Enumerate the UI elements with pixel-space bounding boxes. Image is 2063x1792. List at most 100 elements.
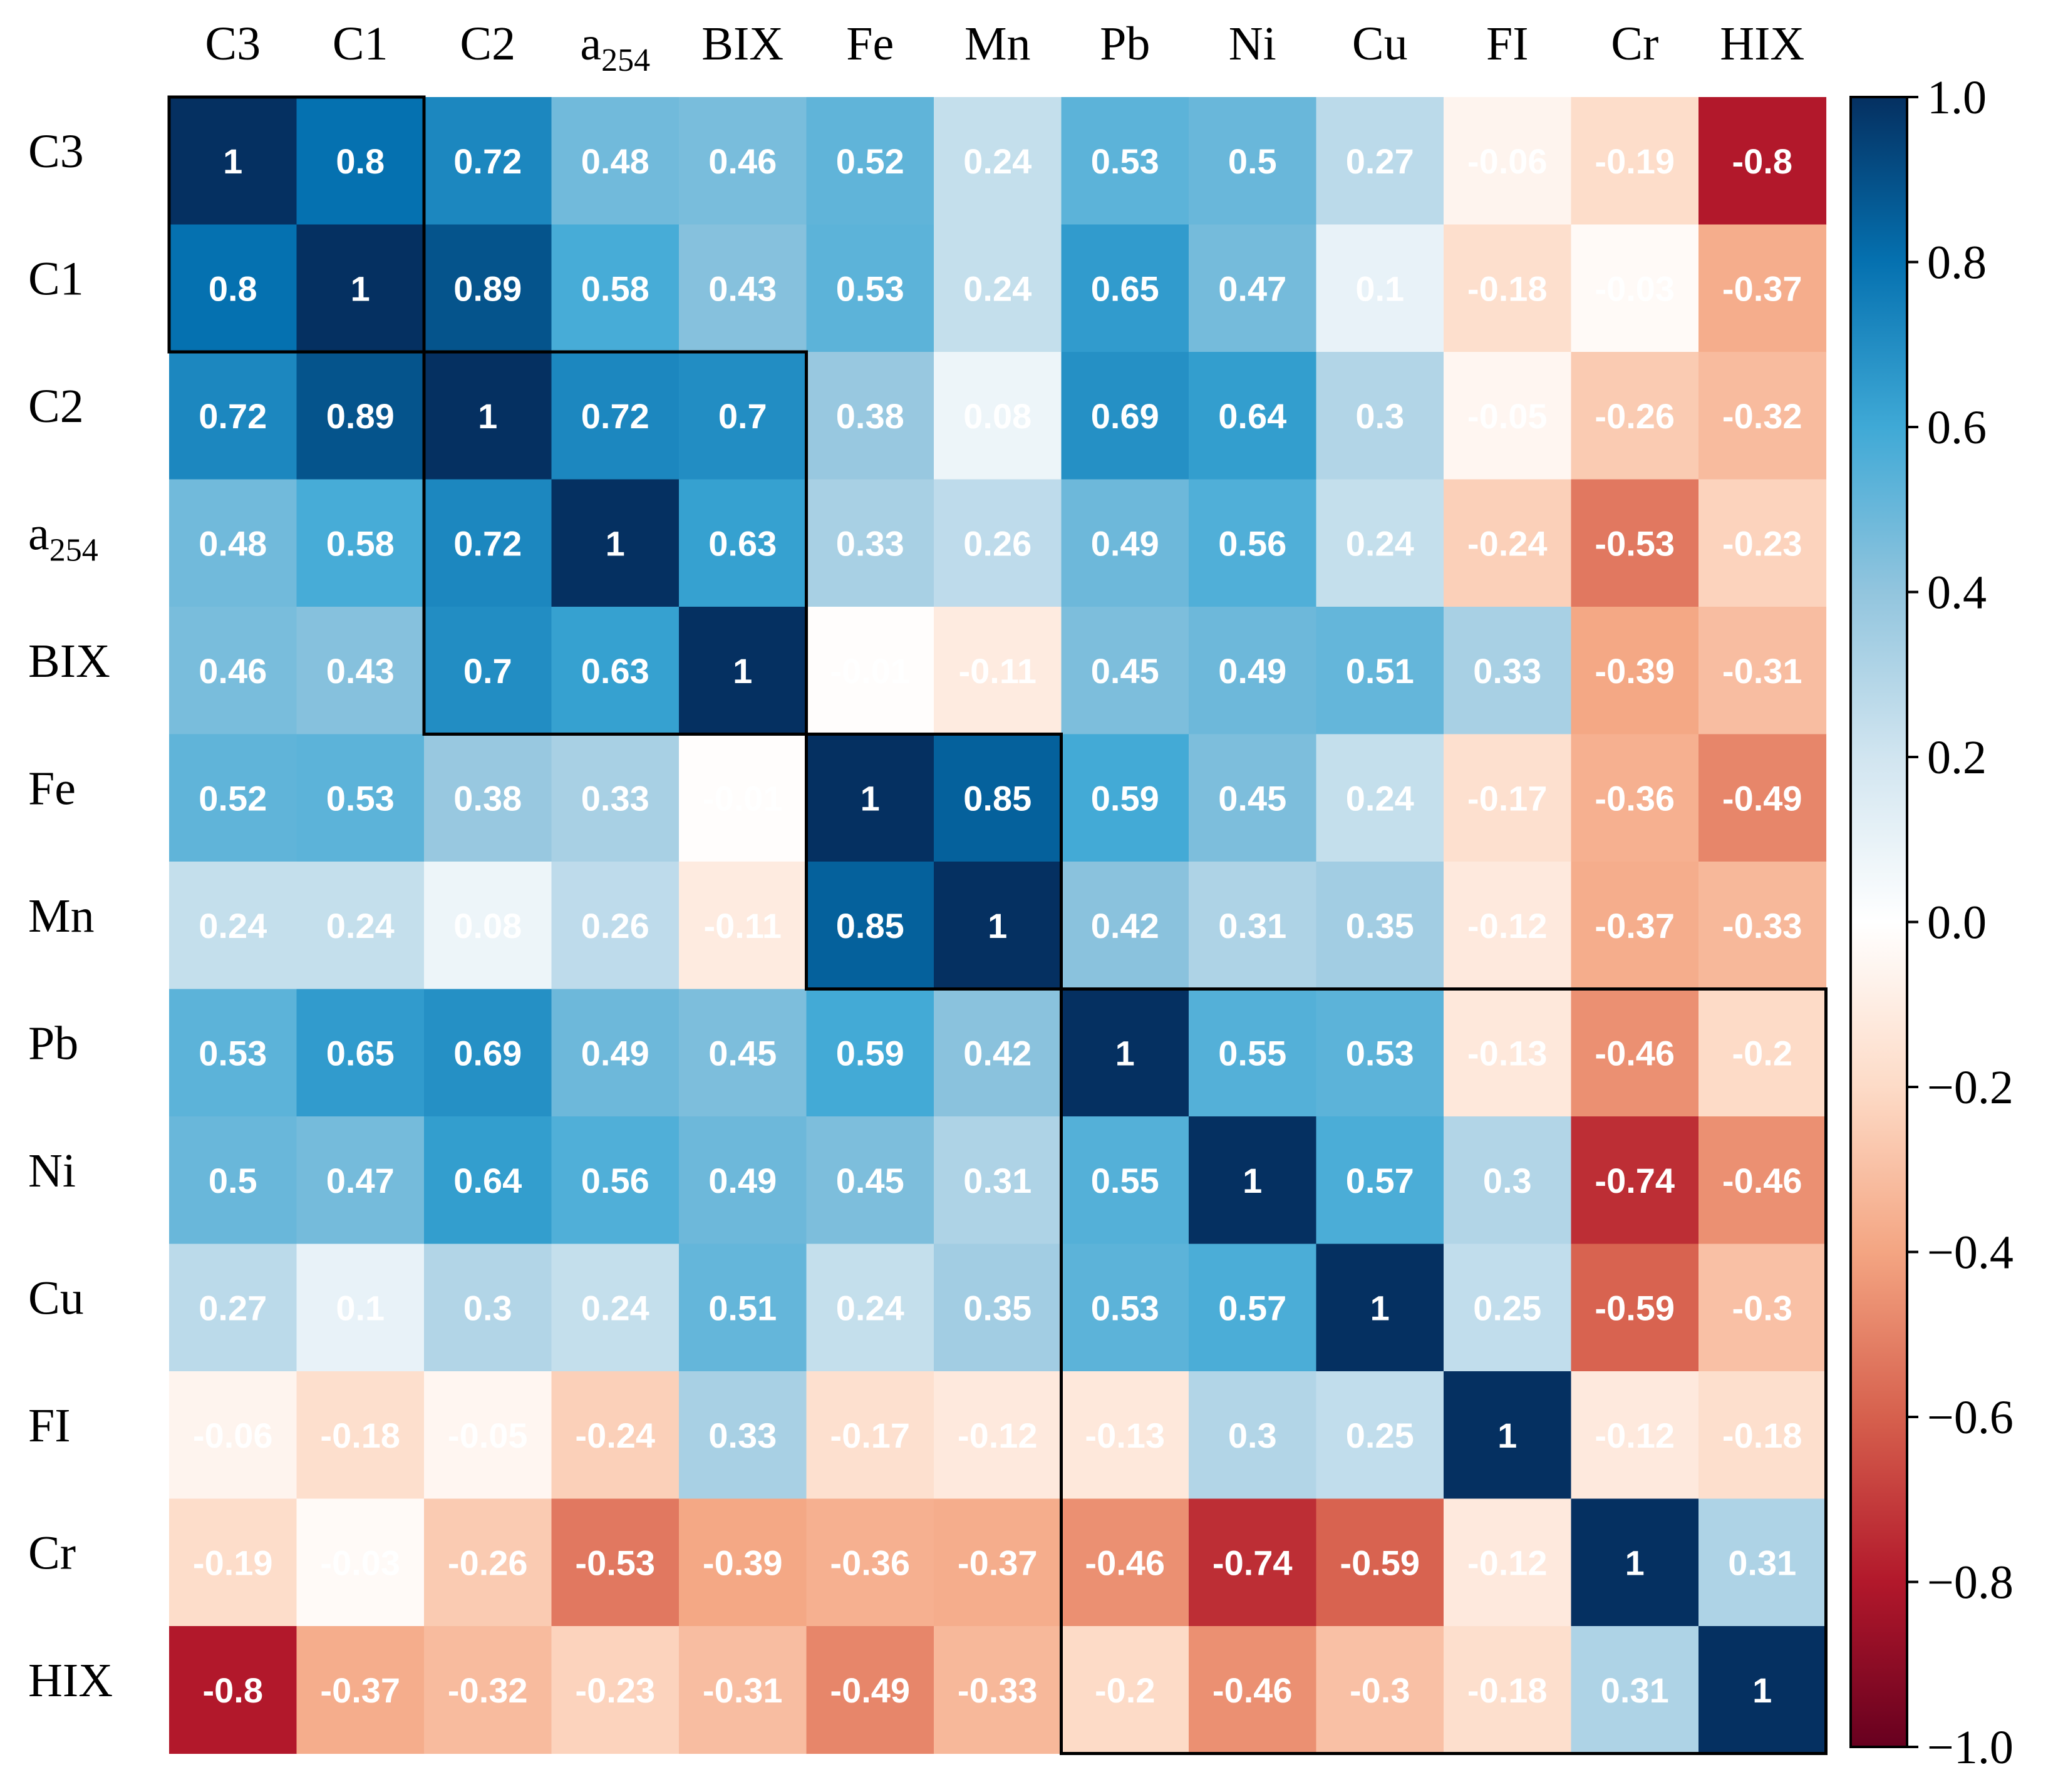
heatmap-value-a254-Mn: 0.26	[963, 523, 1032, 563]
heatmap-value-BIX-C1: 0.43	[326, 651, 395, 691]
heatmap-cell-Mn-Pb	[1061, 862, 1189, 990]
colorbar-tick-label: 0.6	[1927, 401, 1987, 454]
heatmap-cell-Pb-HIX	[1698, 989, 1827, 1117]
heatmap-cell-C2-Cr	[1571, 352, 1699, 480]
heatmap-value-Cr-C3: -0.19	[193, 1543, 273, 1582]
heatmap-value-Cr-FI: -0.12	[1467, 1543, 1548, 1582]
heatmap-cell-HIX-FI	[1444, 1626, 1572, 1754]
heatmap-value-Ni-Cu: 0.57	[1346, 1161, 1414, 1200]
x-label-C1: C1	[333, 18, 388, 70]
heatmap-value-Cu-HIX: -0.3	[1732, 1288, 1793, 1327]
heatmap-value-C1-Fe: 0.53	[836, 269, 904, 308]
heatmap-value-Pb-a254: 0.49	[581, 1033, 649, 1073]
heatmap-value-Ni-FI: 0.3	[1483, 1161, 1532, 1200]
heatmap-value-FI-Cu: 0.25	[1346, 1416, 1414, 1455]
heatmap-cell-C2-Mn	[934, 352, 1062, 480]
heatmap-value-Pb-Cu: 0.53	[1346, 1033, 1414, 1073]
heatmap-value-HIX-C1: -0.37	[320, 1671, 400, 1710]
cluster-box-2	[422, 350, 808, 736]
heatmap-value-C1-FI: -0.18	[1467, 269, 1548, 308]
heatmap-value-Cr-HIX: 0.31	[1728, 1543, 1796, 1582]
heatmap-value-C1-BIX: 0.43	[708, 269, 777, 308]
heatmap-cell-BIX-Mn	[934, 607, 1062, 735]
heatmap-cell-Fe-BIX	[679, 734, 807, 862]
heatmap-cell-Cr-Mn	[934, 1498, 1062, 1627]
heatmap-cell-HIX-BIX	[679, 1626, 807, 1754]
heatmap-cell-FI-C2	[424, 1371, 552, 1500]
heatmap-cell-Cu-Pb	[1061, 1244, 1189, 1372]
heatmap-value-Ni-Fe: 0.45	[836, 1161, 904, 1200]
heatmap-value-Ni-C1: 0.47	[326, 1161, 395, 1200]
heatmap-cell-Cr-C3	[169, 1498, 297, 1627]
cluster-boxes	[167, 95, 1828, 1755]
heatmap-value-FI-C1: -0.18	[320, 1416, 400, 1455]
heatmap-cell-C1-Cr	[1571, 224, 1699, 353]
heatmap-value-C1-Cr: -0.03	[1595, 269, 1675, 308]
heatmap-value-a254-HIX: -0.23	[1722, 523, 1802, 563]
heatmap-value-C2-Cr: -0.26	[1595, 396, 1675, 436]
heatmap-value-C2-FI: -0.05	[1467, 396, 1548, 436]
heatmap-cell-Pb-FI	[1444, 989, 1572, 1117]
heatmap-value-C2-C1: 0.89	[326, 396, 395, 436]
heatmap-cell-Cu-C2	[424, 1244, 552, 1372]
heatmap-cell-BIX-Fe	[806, 607, 934, 735]
heatmap-values: 1 0.8 0.72 0.48 0.46 0.52 0.24 0.53 0.5 0.27 -0.06…	[193, 142, 1802, 1710]
colorbar-ticks: 1.0 0.8 0.6 0.4 0.2 0.0 −0.2 −0.4 −0.6 −0.8 −1.0	[1907, 71, 2014, 1774]
heatmap-value-a254-a254: 1	[606, 523, 625, 563]
heatmap-cell-C1-BIX	[679, 224, 807, 353]
y-label-C1: C1	[28, 252, 84, 305]
heatmap-value-Pb-Fe: 0.59	[836, 1033, 904, 1073]
heatmap-cell-Ni-FI	[1444, 1116, 1572, 1245]
heatmap-cell-BIX-Cu	[1316, 607, 1444, 735]
heatmap-value-BIX-Cr: -0.39	[1595, 651, 1675, 691]
heatmap-cell-C1-C2	[424, 224, 552, 353]
heatmap-cell-Ni-Cr	[1571, 1116, 1699, 1245]
heatmap-value-HIX-Cu: -0.3	[1350, 1671, 1410, 1710]
colorbar-tick-label: −0.4	[1927, 1227, 2014, 1279]
heatmap-cell-FI-Mn	[934, 1371, 1062, 1500]
heatmap-cell-BIX-FI	[1444, 607, 1572, 735]
heatmap-value-Fe-Mn: 0.85	[963, 778, 1032, 818]
heatmap-value-Cr-a254: -0.53	[575, 1543, 655, 1582]
heatmap-value-Pb-Pb: 1	[1115, 1033, 1135, 1073]
heatmap-cell-Fe-Fe	[806, 734, 934, 862]
heatmap-value-Mn-Ni: 0.31	[1218, 906, 1286, 945]
heatmap-value-Ni-BIX: 0.49	[708, 1161, 777, 1200]
heatmap-value-Ni-Pb: 0.55	[1091, 1161, 1159, 1200]
heatmap-cell-FI-FI	[1444, 1371, 1572, 1500]
heatmap-value-a254-FI: -0.24	[1467, 523, 1548, 563]
heatmap-cell-HIX-Fe	[806, 1626, 934, 1754]
heatmap-cell-Cu-HIX	[1698, 1244, 1827, 1372]
heatmap-value-Ni-C3: 0.5	[209, 1161, 257, 1200]
heatmap-cell-Pb-Ni	[1189, 989, 1317, 1117]
heatmap-value-a254-C3: 0.48	[199, 523, 267, 563]
heatmap-value-a254-Pb: 0.49	[1091, 523, 1159, 563]
heatmap-value-Pb-C3: 0.53	[199, 1033, 267, 1073]
heatmap-cell-Cr-Cr	[1571, 1498, 1699, 1627]
heatmap-value-C2-a254: 0.72	[581, 396, 649, 436]
heatmap-cell-HIX-C2	[424, 1626, 552, 1754]
heatmap-value-BIX-C3: 0.46	[199, 651, 267, 691]
heatmap-cell-Pb-Cr	[1571, 989, 1699, 1117]
heatmap-cell-C1-HIX	[1698, 224, 1827, 353]
heatmap-value-Cu-Fe: 0.24	[836, 1288, 904, 1327]
heatmap-value-BIX-C2: 0.7	[463, 651, 512, 691]
heatmap-value-Cu-Mn: 0.35	[963, 1288, 1032, 1327]
heatmap-cell-HIX-HIX	[1698, 1626, 1827, 1754]
heatmap-cell-HIX-Mn	[934, 1626, 1062, 1754]
heatmap-cells	[169, 97, 1827, 1754]
heatmap-cell-Pb-Cu	[1316, 989, 1444, 1117]
heatmap-value-Cr-Cu: -0.59	[1340, 1543, 1420, 1582]
heatmap-cell-FI-Pb	[1061, 1371, 1189, 1500]
heatmap-cell-C2-Ni	[1189, 352, 1317, 480]
heatmap-value-BIX-FI: 0.33	[1473, 651, 1541, 691]
heatmap-value-FI-C3: -0.06	[193, 1416, 273, 1455]
heatmap-value-Ni-Cr: -0.74	[1595, 1161, 1675, 1200]
heatmap-value-C1-C2: 0.89	[453, 269, 522, 308]
colorbar-tick-label: −0.6	[1927, 1391, 2014, 1444]
x-label-Mn: Mn	[964, 18, 1031, 70]
heatmap-cell-Ni-BIX	[679, 1116, 807, 1245]
heatmap-cell-Pb-Fe	[806, 989, 934, 1117]
heatmap-value-Ni-Ni: 1	[1243, 1161, 1262, 1200]
x-label-C2: C2	[460, 18, 515, 70]
